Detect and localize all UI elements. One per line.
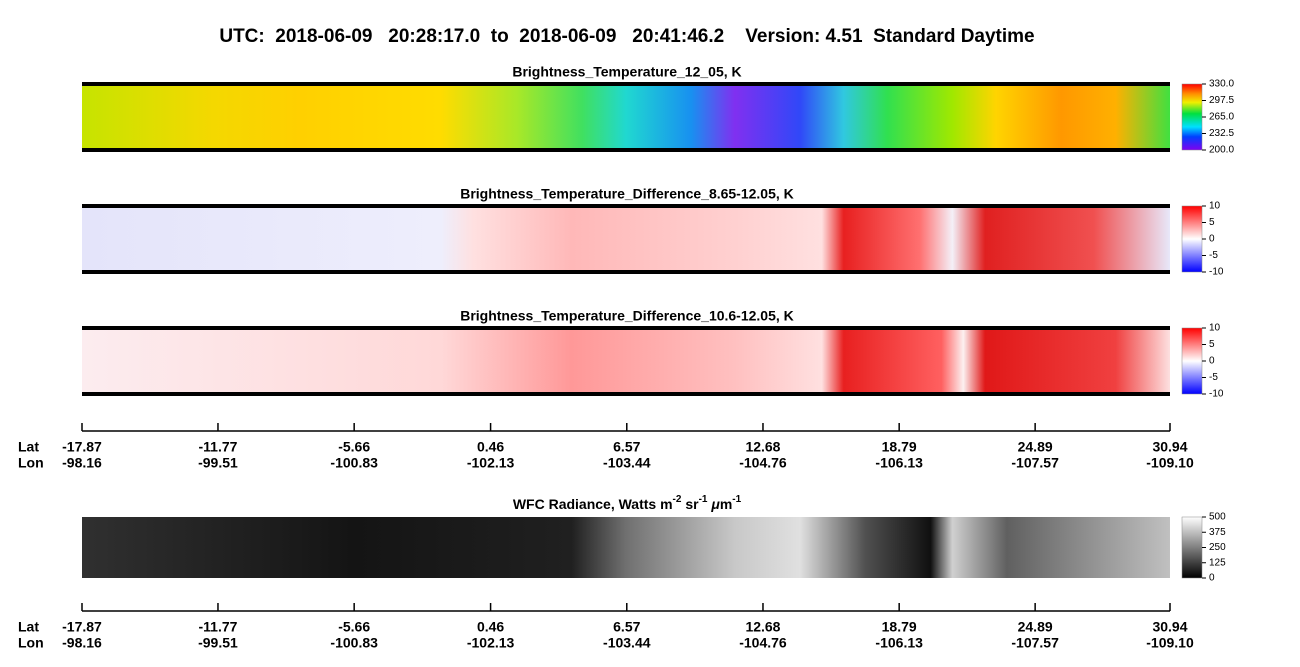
lon-tick-label: -102.13 xyxy=(467,635,515,651)
lat-tick-label: 18.79 xyxy=(882,619,917,635)
colorbar xyxy=(1181,83,1203,151)
colorbar-tick-label: 250 xyxy=(1209,542,1226,553)
strip-edge xyxy=(82,82,1170,86)
colorbar-tick-label: 200.0 xyxy=(1209,145,1234,156)
lon-tick-label: -98.16 xyxy=(62,635,102,651)
colorbar-tick-label: -10 xyxy=(1209,267,1224,278)
colorbar-tick-label: 500 xyxy=(1209,512,1226,523)
panel-title: Brightness_Temperature_Difference_10.6-1… xyxy=(460,308,794,324)
lat-tick-label: -11.77 xyxy=(199,619,238,635)
lon-tick-label: -99.51 xyxy=(198,635,238,651)
colorbar xyxy=(1181,205,1203,273)
colorbar-tick-label: 5 xyxy=(1209,339,1215,350)
lon-tick-label: -109.10 xyxy=(1146,455,1194,471)
title-sup: -2 xyxy=(673,494,682,505)
colorbar-tick-label: 0 xyxy=(1209,573,1215,584)
lon-tick-label: -103.44 xyxy=(603,635,651,651)
axis-label: Lon xyxy=(18,635,44,651)
title-part: m xyxy=(720,496,732,512)
strip-edge xyxy=(82,148,1170,152)
colorbar-tick-label: 10 xyxy=(1209,323,1221,334)
axis-label: Lon xyxy=(18,455,44,471)
lat-tick-label: 6.57 xyxy=(613,439,640,455)
lat-tick-label: -17.87 xyxy=(62,619,102,635)
lon-tick-label: -104.76 xyxy=(739,635,787,651)
lat-tick-label: 18.79 xyxy=(882,439,917,455)
panel-title: Brightness_Temperature_12_05, K xyxy=(512,64,741,80)
title-sup: -1 xyxy=(732,494,741,505)
lat-tick-label: 0.46 xyxy=(477,619,504,635)
colorbar-tick-label: 0 xyxy=(1209,234,1215,245)
lon-tick-label: -106.13 xyxy=(875,455,923,471)
lon-tick-label: -106.13 xyxy=(875,635,923,651)
lon-tick-label: -100.83 xyxy=(330,635,378,651)
panel-title: Brightness_Temperature_Difference_8.65-1… xyxy=(460,186,794,202)
colorbar-tick-label: 297.5 xyxy=(1209,95,1234,106)
lat-tick-label: 0.46 xyxy=(477,439,504,455)
colorbar-tick-label: 265.0 xyxy=(1209,112,1234,123)
lat-tick-label: 24.89 xyxy=(1018,439,1053,455)
panel-title: WFC Radiance, Watts m-2 sr-1 μm-1 xyxy=(513,494,742,512)
lat-tick-label: 30.94 xyxy=(1152,619,1187,635)
lat-tick-label: -5.66 xyxy=(338,619,370,635)
colorbar-tick-label: 375 xyxy=(1209,527,1226,538)
colorbar-tick-label: 125 xyxy=(1209,557,1226,568)
colorbar-tick-label: 0 xyxy=(1209,356,1215,367)
lat-tick-label: -11.77 xyxy=(199,439,238,455)
lon-tick-label: -107.57 xyxy=(1011,455,1059,471)
strip-edge xyxy=(82,204,1170,208)
colorbar-tick-label: -5 xyxy=(1209,250,1218,261)
lon-tick-label: -109.10 xyxy=(1146,635,1194,651)
lon-tick-label: -100.83 xyxy=(330,455,378,471)
lon-tick-label: -103.44 xyxy=(603,455,651,471)
lat-tick-label: -5.66 xyxy=(338,439,370,455)
strip-edge xyxy=(82,392,1170,396)
lon-tick-label: -98.16 xyxy=(62,455,102,471)
colorbar-tick-label: -10 xyxy=(1209,389,1224,400)
title-part: μ xyxy=(710,496,720,512)
title-sup: -1 xyxy=(699,494,708,505)
title-part: sr xyxy=(681,496,699,512)
colorbar-tick-label: 330.0 xyxy=(1209,79,1234,90)
colorbar-tick-label: 5 xyxy=(1209,217,1215,228)
lon-tick-label: -104.76 xyxy=(739,455,787,471)
lat-tick-label: 24.89 xyxy=(1018,619,1053,635)
colorbar-tick-label: 232.5 xyxy=(1209,128,1234,139)
image-strip xyxy=(82,206,1170,272)
axis-label: Lat xyxy=(18,439,39,455)
strip-edge xyxy=(82,270,1170,274)
image-strip xyxy=(82,328,1170,394)
lat-tick-label: 12.68 xyxy=(745,439,780,455)
colorbar xyxy=(1181,516,1203,579)
title-part: WFC Radiance, Watts m xyxy=(513,496,673,512)
image-strip xyxy=(82,517,1170,578)
image-strip xyxy=(82,84,1170,150)
page-title: UTC: 2018-06-09 20:28:17.0 to 2018-06-09… xyxy=(219,26,1034,47)
axis-label: Lat xyxy=(18,619,39,635)
strip-edge xyxy=(82,326,1170,330)
lat-tick-label: -17.87 xyxy=(62,439,102,455)
lat-tick-label: 12.68 xyxy=(745,619,780,635)
lon-tick-label: -102.13 xyxy=(467,455,515,471)
colorbar xyxy=(1181,327,1203,395)
lon-tick-label: -107.57 xyxy=(1011,635,1059,651)
colorbar-tick-label: -5 xyxy=(1209,372,1218,383)
lon-tick-label: -99.51 xyxy=(198,455,238,471)
lat-tick-label: 6.57 xyxy=(613,619,640,635)
lat-tick-label: 30.94 xyxy=(1152,439,1187,455)
colorbar-tick-label: 10 xyxy=(1209,201,1221,212)
